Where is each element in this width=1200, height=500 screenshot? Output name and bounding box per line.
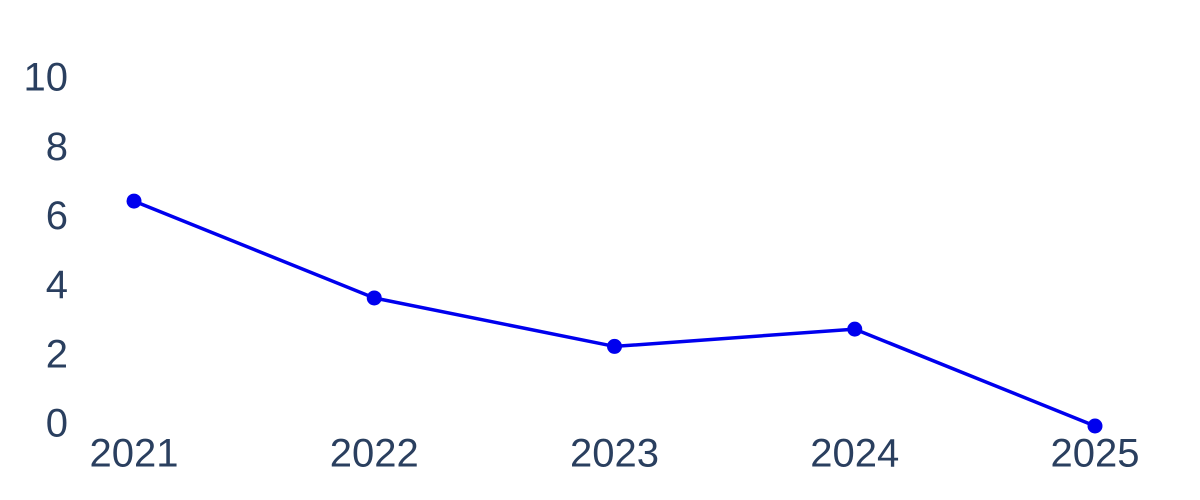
marker [607, 338, 622, 354]
x-tick-label: 2023 [570, 432, 659, 476]
y-tick-label: 8 [46, 125, 68, 169]
line [133, 199, 1096, 428]
marker [366, 290, 382, 306]
marker [847, 321, 863, 337]
y-tick-label: 0 [46, 402, 68, 446]
x-tick-label: 2022 [330, 432, 419, 476]
y-tick-label: 6 [46, 194, 68, 238]
marker [1087, 418, 1103, 434]
y-tick-label: 2 [46, 332, 68, 376]
y-tick-label: 4 [46, 263, 68, 307]
marker [126, 193, 142, 209]
x-tick-label: 2021 [90, 432, 179, 476]
y-tick-label: 10 [24, 56, 69, 100]
x-tick-label: 2024 [810, 432, 899, 476]
x-tick-label: 2025 [1051, 432, 1140, 476]
